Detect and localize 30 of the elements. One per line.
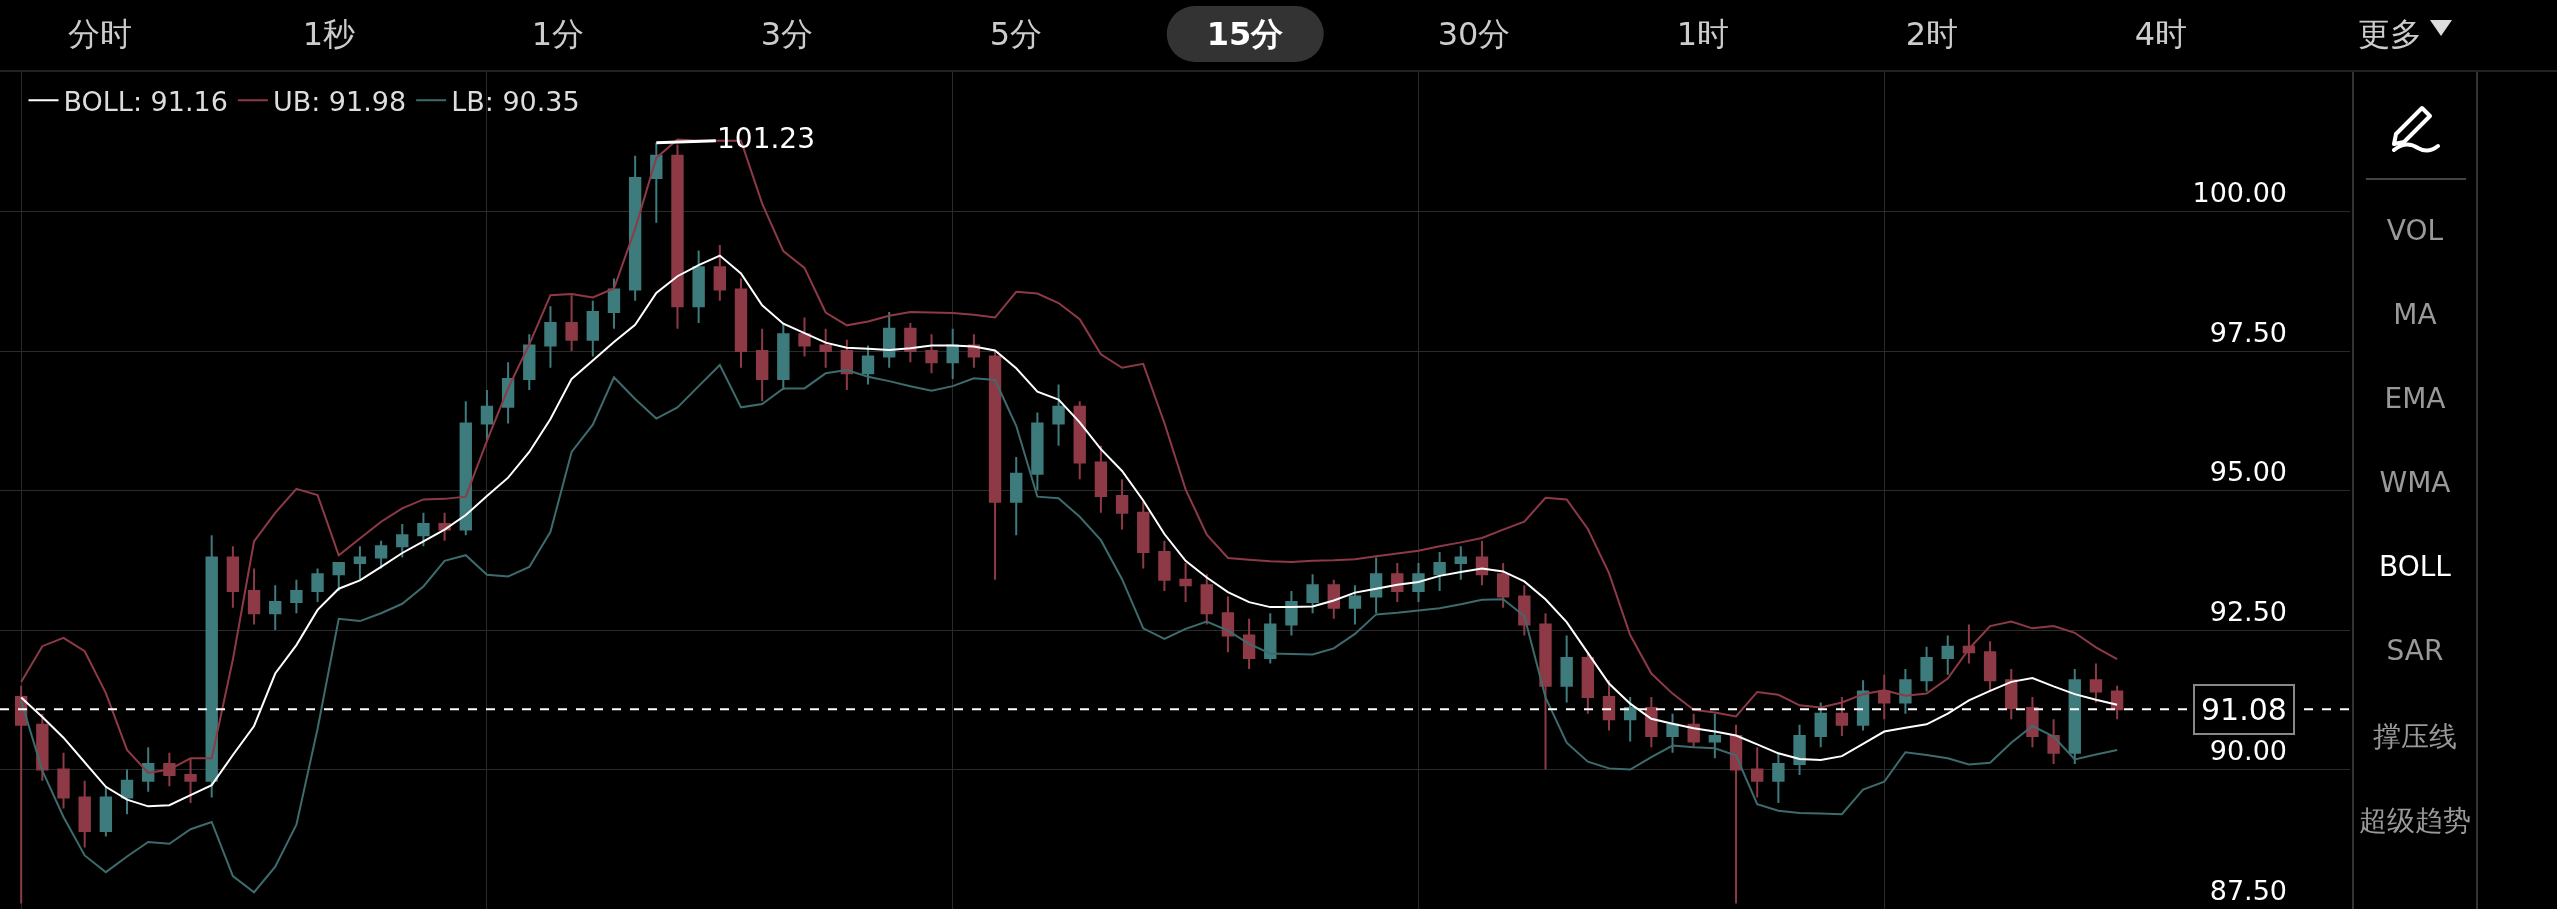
text: 3分 — [759, 14, 815, 55]
text: 2时 — [1904, 14, 1960, 55]
text: EMA — [2383, 382, 2447, 415]
text: 分时 — [67, 14, 133, 55]
text: 1分 — [530, 14, 586, 55]
y-tick-label: 97.50 — [2209, 316, 2287, 348]
text: SAR — [2385, 634, 2445, 667]
y-tick-label: 87.50 — [2209, 874, 2287, 906]
text: 撑压线 — [2372, 719, 2458, 755]
legend-label: LB: 90.35 — [451, 85, 580, 117]
text: 15分 — [1166, 6, 1324, 62]
annotation: 101.23 — [717, 122, 815, 155]
text: 30分 — [1436, 14, 1512, 55]
text: MA — [2392, 298, 2438, 331]
text: VOL — [2385, 214, 2445, 247]
text: BOLL — [2378, 550, 2452, 583]
y-tick-label: 100.00 — [2192, 177, 2287, 209]
legend-label: UB: 91.98 — [272, 85, 407, 117]
y-tick-label: 92.50 — [2209, 595, 2287, 627]
y-tick-label: 90.00 — [2209, 735, 2287, 767]
text: 更多 — [2357, 14, 2423, 55]
legend-label: BOLL: 91.16 — [63, 85, 228, 117]
text: 1秒 — [301, 14, 357, 55]
text: 5分 — [988, 14, 1044, 55]
text: 超级趋势 — [2358, 803, 2472, 839]
text: 4时 — [2133, 14, 2189, 55]
y-tick-label: 95.00 — [2209, 456, 2287, 488]
text: 1时 — [1675, 14, 1731, 55]
ref-line-label: 91.08 — [2201, 692, 2287, 727]
text: WMA — [2378, 466, 2452, 499]
